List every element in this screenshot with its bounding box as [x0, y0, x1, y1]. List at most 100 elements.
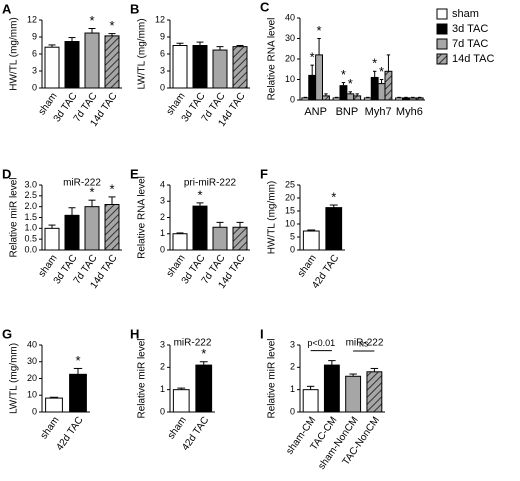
legend-swatch	[436, 8, 448, 20]
significance-star: *	[331, 189, 336, 204]
bar	[195, 364, 213, 413]
error-bar	[48, 224, 56, 229]
significance-star: *	[317, 23, 322, 38]
bar	[64, 214, 80, 251]
panel-label: C	[260, 0, 270, 14]
y-tick-label: 0	[32, 406, 37, 416]
significance-star: *	[341, 67, 346, 82]
y-tick-label: 20	[285, 192, 295, 202]
error-bar	[317, 38, 321, 55]
panel-label: G	[2, 326, 12, 341]
bar	[302, 389, 319, 413]
y-axis-label: Relative miR level	[137, 338, 148, 418]
bar	[172, 233, 188, 251]
error-bar	[73, 367, 83, 375]
error-bar	[196, 41, 204, 46]
bar	[384, 70, 393, 101]
y-axis-label: LW/TL (mg/mm)	[137, 18, 148, 89]
bar	[84, 206, 100, 251]
y-tick-label: 1	[290, 384, 295, 394]
y-tick-label: 1.0	[24, 223, 37, 233]
significance-star: *	[310, 50, 315, 65]
bar	[172, 389, 190, 413]
y-axis-label: Relative miR level	[9, 177, 20, 257]
significance-star: *	[75, 353, 80, 368]
y-axis-label: Relative RNA level	[267, 18, 278, 101]
y-tick-label: 30	[285, 33, 295, 43]
error-bar	[108, 33, 116, 36]
error-bar	[196, 202, 204, 207]
y-tick-label: 1	[160, 384, 165, 394]
panel-label: H	[130, 326, 139, 341]
bar	[104, 35, 120, 89]
bracket-label: p<0.01	[307, 338, 335, 348]
bar	[346, 93, 355, 101]
bar	[64, 41, 80, 89]
bar	[308, 74, 317, 101]
bar	[45, 397, 63, 413]
panel-label: I	[260, 326, 264, 341]
x-tick-label: Myh6	[396, 106, 423, 118]
y-tick-label: 1.5	[24, 212, 37, 222]
significance-star: *	[372, 56, 377, 71]
error-bar	[366, 96, 370, 98]
bar	[232, 46, 248, 89]
bar	[408, 97, 417, 101]
error-bar	[216, 46, 224, 51]
y-axis-label: Relative RNA level	[137, 176, 148, 259]
y-tick-label: 12	[155, 14, 165, 24]
y-axis-label: HW/TL (mg/mm)	[9, 17, 20, 91]
error-bar	[68, 37, 76, 42]
bar	[353, 95, 362, 101]
error-bar	[49, 396, 59, 399]
bar	[84, 32, 100, 89]
y-tick-label: 20	[27, 373, 37, 383]
bar	[172, 45, 188, 89]
error-bar	[349, 373, 357, 377]
y-tick-label: 9	[160, 31, 165, 41]
bar	[366, 371, 383, 413]
error-bar	[48, 44, 56, 48]
panel-label: D	[2, 166, 11, 181]
x-tick-label: sham	[296, 253, 319, 279]
error-bar	[68, 207, 76, 216]
significance-star: *	[379, 64, 384, 79]
panel-label: A	[2, 1, 12, 16]
y-tick-label: 3.0	[24, 179, 37, 189]
y-tick-label: 4	[160, 179, 165, 189]
bar	[377, 83, 386, 101]
error-bar	[379, 79, 384, 84]
error-bar	[386, 54, 391, 72]
y-tick-label: 0.5	[24, 234, 37, 244]
error-bar	[348, 91, 353, 94]
legend-label: sham	[452, 8, 479, 20]
y-tick-label: 12	[27, 14, 37, 24]
legend-swatch	[436, 38, 448, 50]
y-tick-label: 10	[285, 218, 295, 228]
chart-title: miR-222	[346, 338, 384, 349]
error-bar	[397, 96, 401, 98]
bar	[104, 204, 120, 251]
panel-label: E	[130, 166, 139, 181]
chart-title: miR-222	[174, 338, 212, 349]
significance-star: *	[89, 13, 94, 28]
error-bar	[303, 96, 308, 98]
bar	[322, 95, 330, 101]
bar	[192, 205, 208, 251]
y-tick-label: 30	[27, 356, 37, 366]
y-tick-label: 0.0	[24, 244, 37, 254]
y-tick-label: 6	[160, 48, 165, 58]
panel-label: F	[260, 166, 268, 181]
y-tick-label: 20	[285, 53, 295, 63]
bar	[363, 97, 372, 101]
legend-swatch	[436, 23, 448, 35]
bar	[370, 76, 379, 101]
bar	[302, 230, 320, 251]
error-bar	[310, 64, 314, 76]
bar	[44, 227, 60, 251]
error-bar	[404, 96, 408, 98]
y-tick-label: 3	[32, 65, 37, 75]
y-axis-label: Relative miR level	[267, 338, 278, 418]
y-tick-label: 3	[160, 339, 165, 349]
